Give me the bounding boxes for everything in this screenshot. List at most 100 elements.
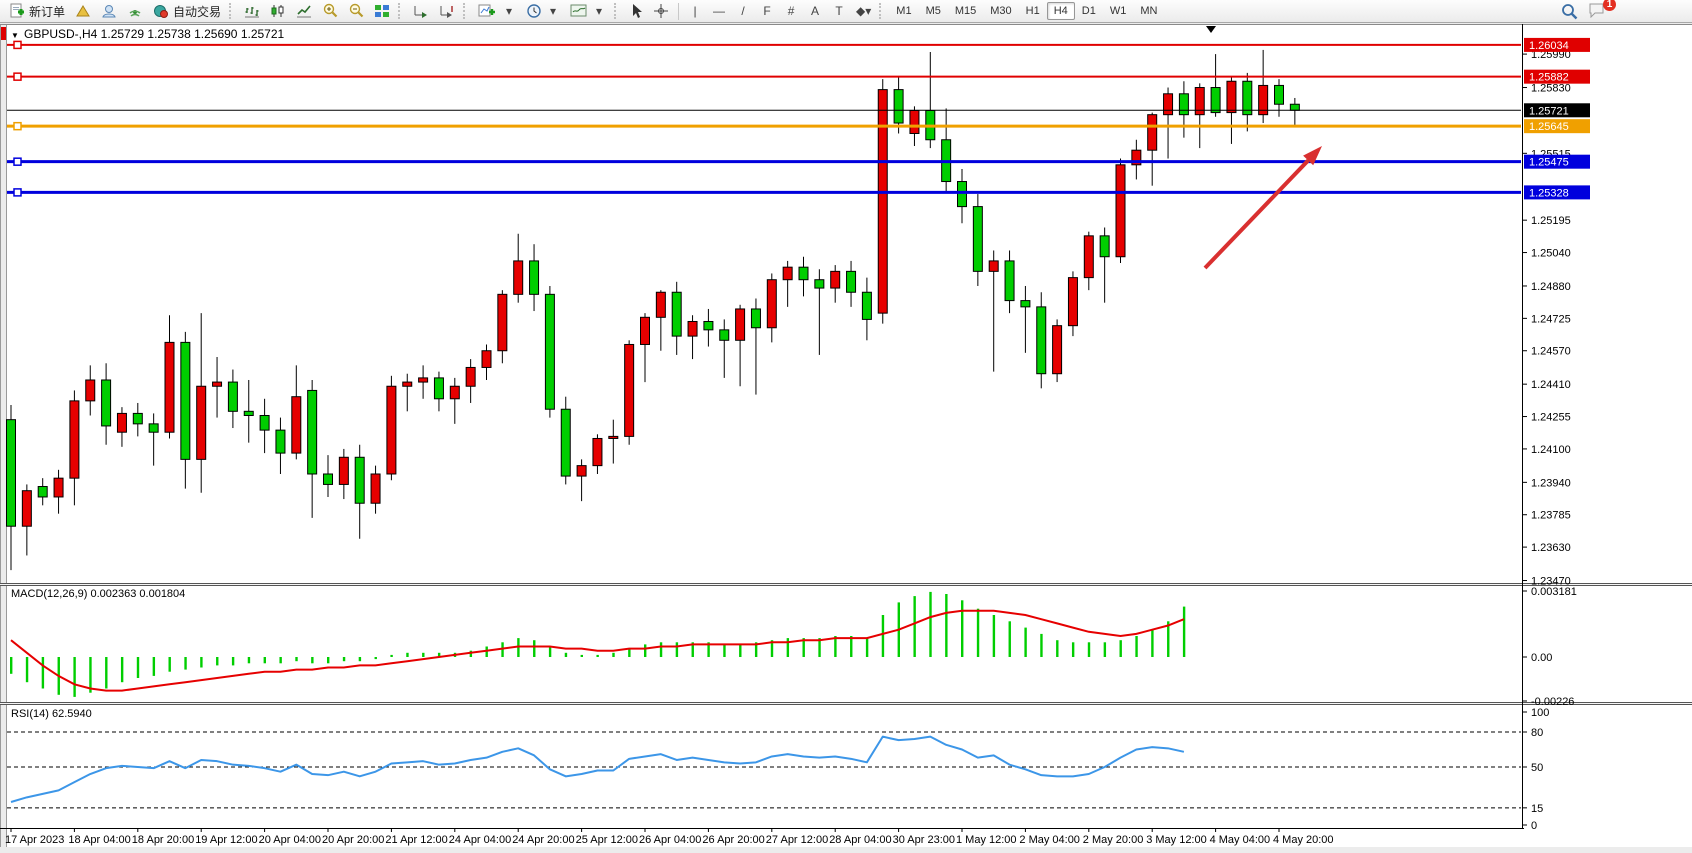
notification-badge: 1: [1603, 0, 1616, 11]
auto-trading-button[interactable]: 自动交易: [148, 0, 226, 23]
svg-text:80: 80: [1531, 727, 1543, 739]
timeframe-button-m5[interactable]: M5: [925, 5, 941, 17]
chart-background: [0, 24, 1692, 853]
pivot-line-handle[interactable]: [13, 121, 22, 131]
signals-button[interactable]: [122, 0, 148, 23]
timeframe-button-mn[interactable]: MN: [1140, 5, 1158, 17]
macd-pane: [10, 591, 1186, 697]
auto-scroll-button[interactable]: [408, 0, 434, 23]
timeframe-button-m30[interactable]: M30: [990, 5, 1012, 17]
timeframe-button-h1[interactable]: H1: [1025, 5, 1040, 17]
zoom-in-button[interactable]: [317, 0, 343, 23]
svg-text:1 May 12:00: 1 May 12:00: [956, 834, 1017, 846]
grid-tool[interactable]: #: [779, 0, 803, 23]
search-icon[interactable]: [1561, 3, 1578, 20]
svg-text:1.25645: 1.25645: [1529, 121, 1569, 133]
svg-text:26 Apr 20:00: 26 Apr 20:00: [702, 834, 764, 846]
label-tool[interactable]: T: [827, 0, 851, 23]
zoom-in-icon: [323, 3, 338, 18]
candlestick-chart-button[interactable]: [265, 0, 291, 23]
chart-shift-marker[interactable]: [1206, 26, 1216, 33]
fibonacci-tool[interactable]: F: [755, 0, 779, 23]
svg-text:1.23630: 1.23630: [1531, 542, 1571, 554]
toolbar-grip: [879, 3, 886, 19]
support-line-1-handle[interactable]: [13, 157, 22, 166]
toolbar-grip: [463, 3, 470, 19]
dropdown-arrow-icon: ▾: [550, 4, 557, 18]
accounts-button[interactable]: [96, 0, 122, 23]
alerts-button[interactable]: [70, 0, 96, 23]
chart-header: ▼ GBPUSD-,H4 1.25729 1.25738 1.25690 1.25…: [1, 27, 285, 41]
symbol-ohlc-label: GBPUSD-,H4 1.25729 1.25738 1.25690 1.257…: [24, 27, 285, 41]
horizontal-line-tool-icon: —: [713, 4, 726, 18]
svg-text:4 May 20:00: 4 May 20:00: [1273, 834, 1334, 846]
svg-text:24 Apr 04:00: 24 Apr 04:00: [449, 834, 511, 846]
toolbar-right-icons: 1: [1561, 0, 1616, 21]
indicators-button[interactable]: ▾: [473, 0, 521, 23]
svg-text:1.24100: 1.24100: [1531, 444, 1571, 456]
dropdown-arrow-icon: ▾: [596, 4, 603, 18]
grid-tool-icon: #: [787, 4, 795, 18]
svg-text:17 Apr 2023: 17 Apr 2023: [5, 834, 64, 846]
periods-button[interactable]: ▾: [521, 0, 565, 23]
horizontal-line-tool[interactable]: —: [707, 0, 731, 23]
svg-text:1.24880: 1.24880: [1531, 281, 1571, 293]
svg-text:1.23470: 1.23470: [1531, 576, 1571, 588]
timeframe-button-d1[interactable]: D1: [1081, 5, 1096, 17]
svg-text:1.24570: 1.24570: [1531, 346, 1571, 358]
svg-text:1.24725: 1.24725: [1531, 313, 1571, 325]
macd-signal-line: [10, 609, 1185, 692]
tile-windows-button[interactable]: [369, 0, 395, 23]
toolbar-grip: [229, 3, 236, 19]
shapes-tool[interactable]: ◆▾: [851, 0, 876, 23]
svg-text:100: 100: [1531, 707, 1549, 719]
auto-trading-icon: [154, 5, 169, 18]
auto-trading-label: 自动交易: [173, 4, 222, 19]
timeframe-button-h4[interactable]: H4: [1046, 2, 1075, 20]
clock-icon: [527, 4, 541, 18]
svg-text:30 Apr 23:00: 30 Apr 23:00: [893, 834, 955, 846]
resistance-line-2-price-badge: 1.25882: [1524, 69, 1590, 84]
accounts-icon: [102, 5, 116, 18]
zoom-out-icon: [349, 3, 364, 18]
svg-text:1.24410: 1.24410: [1531, 379, 1571, 391]
svg-text:-0.00226: -0.00226: [1531, 696, 1574, 708]
trend-arrow[interactable]: [1203, 146, 1322, 270]
zoom-out-button[interactable]: [343, 0, 369, 23]
timeframe-button-m1[interactable]: M1: [896, 5, 912, 17]
notifications-button[interactable]: 1: [1588, 0, 1616, 21]
timeframe-button-m15[interactable]: M15: [954, 5, 977, 17]
indicators-icon: [478, 4, 496, 17]
crosshair-button[interactable]: [648, 0, 674, 23]
chart-shift-button[interactable]: [434, 0, 460, 23]
timeframe-button-w1[interactable]: W1: [1109, 5, 1127, 17]
resistance-line-2-handle[interactable]: [13, 72, 22, 81]
new-order-button[interactable]: 新订单: [4, 0, 70, 23]
fibonacci-tool-icon: F: [763, 4, 771, 18]
support-line-2-handle[interactable]: [13, 188, 22, 197]
tile-windows-icon: [375, 5, 390, 17]
text-tool[interactable]: A: [803, 0, 827, 23]
trendline-tool[interactable]: /: [731, 0, 755, 23]
svg-text:0.00: 0.00: [1531, 652, 1552, 664]
signal-icon: [129, 10, 141, 17]
level-lines: [7, 40, 1521, 197]
svg-text:1.25475: 1.25475: [1529, 157, 1569, 169]
svg-text:21 Apr 12:00: 21 Apr 12:00: [385, 834, 447, 846]
svg-text:0.003181: 0.003181: [1531, 586, 1577, 598]
toolbar-grip: [614, 3, 621, 19]
svg-text:50: 50: [1531, 762, 1543, 774]
svg-text:1.25195: 1.25195: [1531, 215, 1571, 227]
templates-button[interactable]: ▾: [565, 0, 611, 23]
resistance-line-1-handle[interactable]: [13, 40, 22, 50]
svg-text:1.23785: 1.23785: [1531, 510, 1571, 522]
collapse-icon: ▼: [11, 31, 19, 40]
line-chart-button[interactable]: [291, 0, 317, 23]
bar-chart-button[interactable]: [239, 0, 265, 23]
svg-text:1.25040: 1.25040: [1531, 248, 1571, 260]
vertical-line-tool[interactable]: |: [683, 0, 707, 23]
line-chart-icon: [297, 5, 312, 18]
svg-text:1.25882: 1.25882: [1529, 72, 1569, 84]
cursor-button[interactable]: [624, 0, 648, 23]
